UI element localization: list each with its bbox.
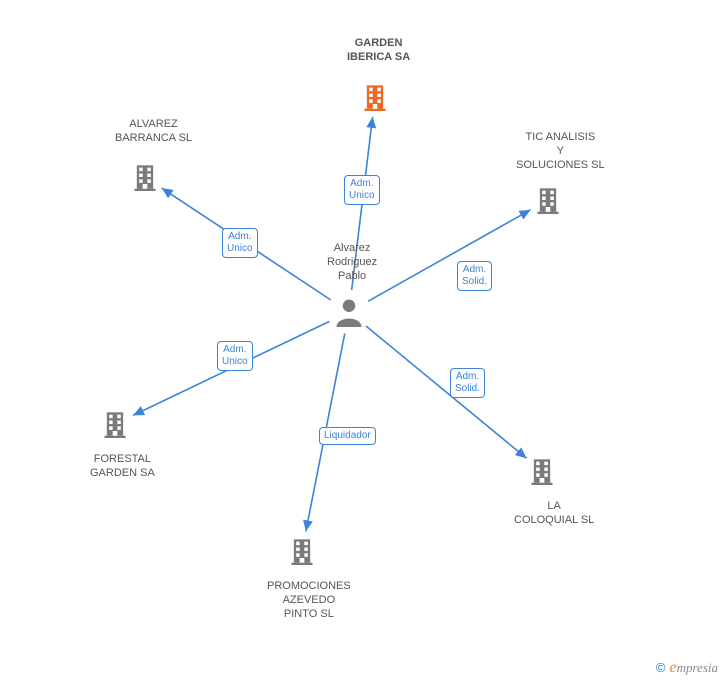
company-label: PROMOCIONES AZEVEDO PINTO SL bbox=[267, 580, 351, 621]
attribution-rest: mpresia bbox=[677, 660, 718, 675]
edge-label: Adm. Unico bbox=[222, 228, 258, 258]
company-label: LA COLOQUIAL SL bbox=[514, 500, 594, 528]
attribution: ©empresia bbox=[656, 659, 718, 677]
company-label: GARDEN IBERICA SA bbox=[347, 37, 410, 65]
edge-label: Liquidador bbox=[319, 427, 376, 445]
company-label: ALVAREZ BARRANCA SL bbox=[115, 118, 192, 146]
edge-label: Adm. Unico bbox=[344, 175, 380, 205]
edge-label: Adm. Solid. bbox=[450, 368, 485, 398]
company-label: TIC ANALISIS Y SOLUCIONES SL bbox=[516, 131, 605, 172]
company-label: FORESTAL GARDEN SA bbox=[90, 453, 155, 481]
edge-label: Adm. Solid. bbox=[457, 261, 492, 291]
edge-label: Adm. Unico bbox=[217, 341, 253, 371]
attribution-cap: e bbox=[669, 659, 676, 676]
copyright-symbol: © bbox=[656, 660, 666, 675]
center-person-label: Alvarez Rodriguez Pablo bbox=[327, 242, 377, 283]
